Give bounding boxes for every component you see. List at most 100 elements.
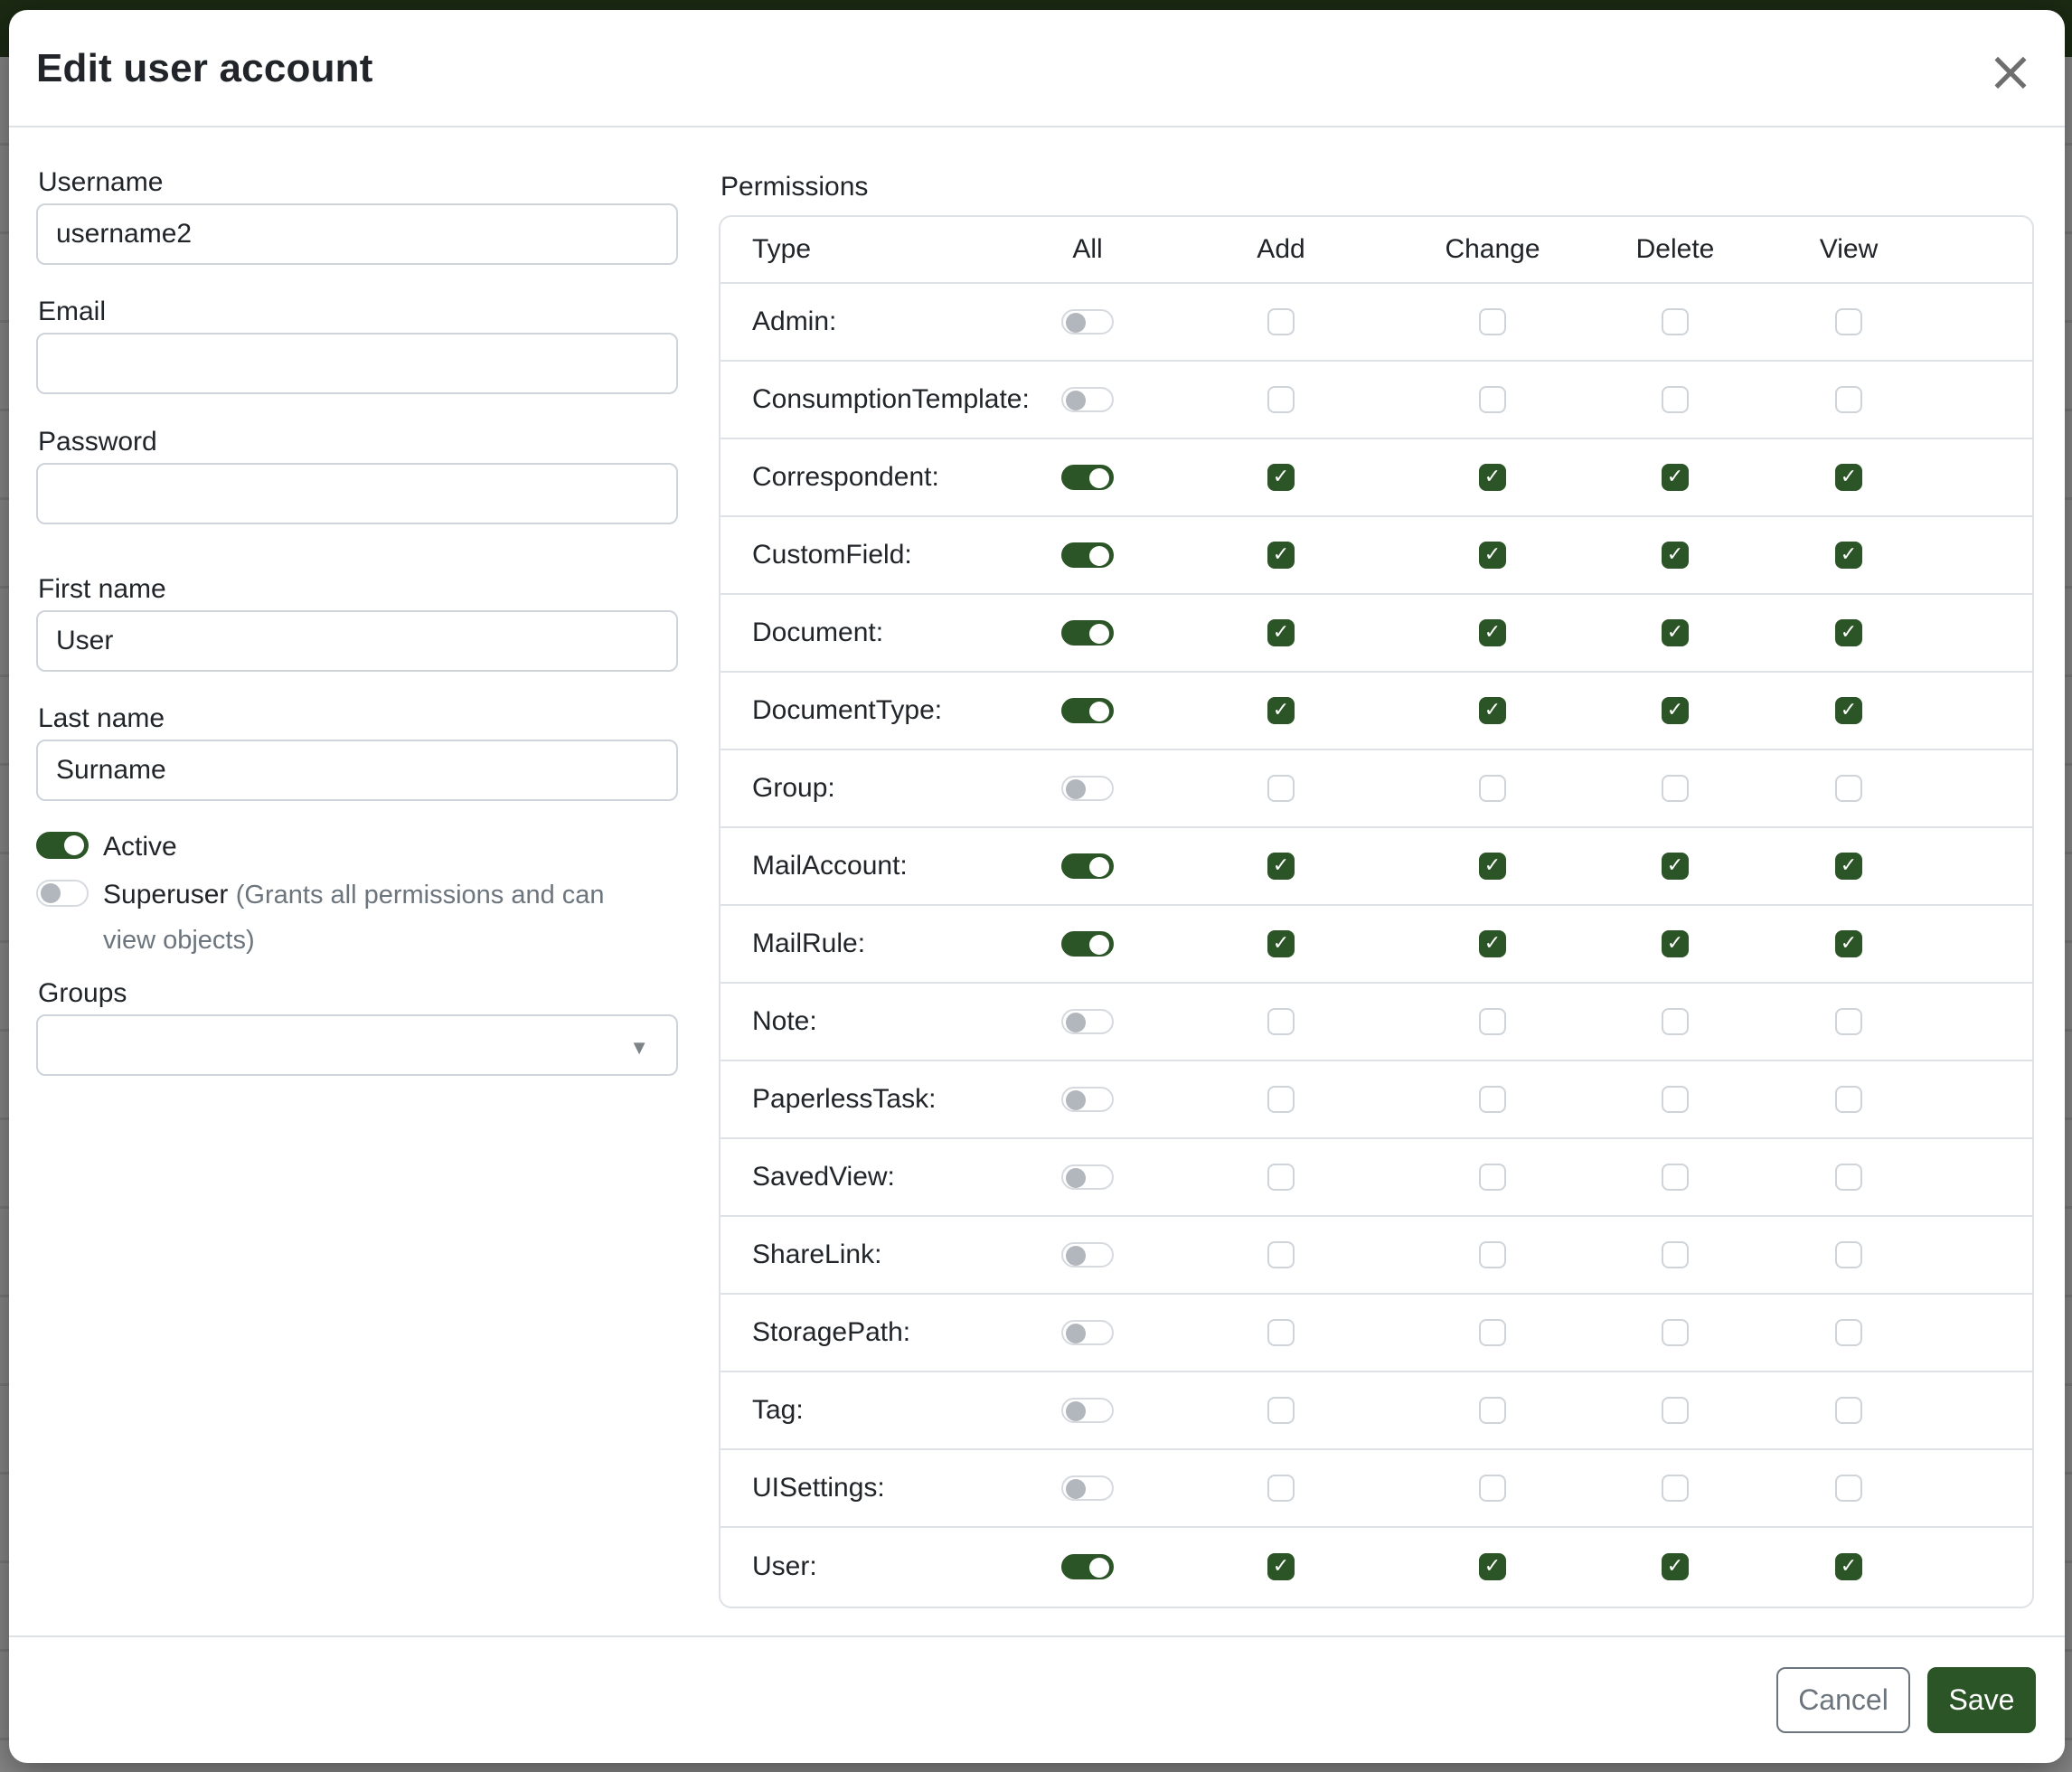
permission-all-toggle[interactable] <box>1061 309 1114 335</box>
permission-change-checkbox[interactable]: ✓ <box>1479 930 1506 957</box>
permission-all-toggle[interactable] <box>1061 931 1114 957</box>
first-name-input[interactable] <box>36 610 678 672</box>
permission-delete-checkbox[interactable] <box>1662 1397 1689 1424</box>
permission-delete-checkbox[interactable]: ✓ <box>1662 542 1689 569</box>
active-toggle[interactable] <box>36 832 89 859</box>
permission-delete-checkbox[interactable] <box>1662 1241 1689 1268</box>
permission-change-checkbox[interactable] <box>1479 386 1506 413</box>
permission-type-label: Admin: <box>752 306 837 336</box>
username-input[interactable] <box>36 203 678 265</box>
permission-add-checkbox[interactable]: ✓ <box>1267 697 1295 724</box>
permission-add-checkbox[interactable] <box>1267 1397 1295 1424</box>
permission-change-checkbox[interactable] <box>1479 1164 1506 1191</box>
permission-view-checkbox[interactable] <box>1835 1397 1862 1424</box>
permission-delete-checkbox[interactable] <box>1662 1008 1689 1035</box>
permission-change-checkbox[interactable]: ✓ <box>1479 697 1506 724</box>
permission-all-toggle[interactable] <box>1061 1164 1114 1190</box>
superuser-toggle[interactable] <box>36 880 89 907</box>
permission-all-toggle[interactable] <box>1061 1087 1114 1112</box>
permission-delete-checkbox[interactable] <box>1662 308 1689 335</box>
permission-delete-checkbox[interactable] <box>1662 386 1689 413</box>
permission-view-checkbox[interactable]: ✓ <box>1835 930 1862 957</box>
permission-change-checkbox[interactable]: ✓ <box>1479 619 1506 646</box>
permission-view-checkbox[interactable] <box>1835 1164 1862 1191</box>
permission-change-checkbox[interactable] <box>1479 1319 1506 1346</box>
permission-all-toggle[interactable] <box>1061 387 1114 412</box>
permission-delete-checkbox[interactable] <box>1662 1164 1689 1191</box>
permission-view-checkbox[interactable] <box>1835 1475 1862 1502</box>
permission-add-checkbox[interactable] <box>1267 1241 1295 1268</box>
permission-all-toggle[interactable] <box>1061 776 1114 801</box>
permission-add-checkbox[interactable] <box>1267 1319 1295 1346</box>
permission-all-toggle[interactable] <box>1061 542 1114 568</box>
permission-delete-checkbox[interactable] <box>1662 1475 1689 1502</box>
groups-select[interactable]: ▼ <box>36 1014 678 1076</box>
permission-change-checkbox[interactable] <box>1479 308 1506 335</box>
permission-change-checkbox[interactable] <box>1479 1086 1506 1113</box>
permission-view-checkbox[interactable] <box>1835 1008 1862 1035</box>
permission-add-checkbox[interactable]: ✓ <box>1267 464 1295 491</box>
permission-add-checkbox[interactable] <box>1267 1475 1295 1502</box>
permission-change-checkbox[interactable] <box>1479 1008 1506 1035</box>
permission-view-checkbox[interactable] <box>1835 1086 1862 1113</box>
permission-add-checkbox[interactable]: ✓ <box>1267 619 1295 646</box>
permission-delete-checkbox[interactable]: ✓ <box>1662 930 1689 957</box>
permission-change-checkbox[interactable] <box>1479 1241 1506 1268</box>
permission-view-checkbox[interactable] <box>1835 386 1862 413</box>
permission-add-checkbox[interactable] <box>1267 1164 1295 1191</box>
permission-change-checkbox[interactable]: ✓ <box>1479 542 1506 569</box>
permission-add-checkbox[interactable]: ✓ <box>1267 853 1295 880</box>
permission-all-toggle[interactable] <box>1061 465 1114 490</box>
permission-add-checkbox[interactable] <box>1267 386 1295 413</box>
permission-delete-checkbox[interactable] <box>1662 1086 1689 1113</box>
permission-view-checkbox[interactable]: ✓ <box>1835 542 1862 569</box>
permission-change-checkbox[interactable]: ✓ <box>1479 464 1506 491</box>
permission-add-checkbox[interactable] <box>1267 775 1295 802</box>
permission-delete-checkbox[interactable]: ✓ <box>1662 697 1689 724</box>
permission-all-toggle[interactable] <box>1061 1320 1114 1345</box>
permission-view-checkbox[interactable]: ✓ <box>1835 619 1862 646</box>
column-header-type: Type <box>752 234 812 264</box>
permission-delete-checkbox[interactable] <box>1662 775 1689 802</box>
permission-change-checkbox[interactable] <box>1479 775 1506 802</box>
permission-view-checkbox[interactable]: ✓ <box>1835 853 1862 880</box>
password-label: Password <box>38 427 157 457</box>
permission-add-checkbox[interactable] <box>1267 1086 1295 1113</box>
permission-delete-checkbox[interactable]: ✓ <box>1662 1553 1689 1580</box>
permission-add-checkbox[interactable] <box>1267 1008 1295 1035</box>
last-name-input[interactable] <box>36 740 678 801</box>
permission-all-toggle[interactable] <box>1061 853 1114 879</box>
save-button[interactable]: Save <box>1927 1667 2036 1733</box>
permission-change-checkbox[interactable] <box>1479 1397 1506 1424</box>
permission-view-checkbox[interactable]: ✓ <box>1835 464 1862 491</box>
cancel-button[interactable]: Cancel <box>1776 1667 1910 1733</box>
permission-view-checkbox[interactable]: ✓ <box>1835 1553 1862 1580</box>
permission-delete-checkbox[interactable]: ✓ <box>1662 853 1689 880</box>
close-button[interactable]: × <box>1982 42 2039 100</box>
permission-view-checkbox[interactable] <box>1835 308 1862 335</box>
permission-view-checkbox[interactable] <box>1835 775 1862 802</box>
permission-change-checkbox[interactable]: ✓ <box>1479 1553 1506 1580</box>
permission-view-checkbox[interactable]: ✓ <box>1835 697 1862 724</box>
permission-view-checkbox[interactable] <box>1835 1241 1862 1268</box>
permission-add-checkbox[interactable]: ✓ <box>1267 1553 1295 1580</box>
permission-delete-checkbox[interactable]: ✓ <box>1662 619 1689 646</box>
permission-change-checkbox[interactable] <box>1479 1475 1506 1502</box>
permission-all-toggle[interactable] <box>1061 620 1114 646</box>
permission-view-checkbox[interactable] <box>1835 1319 1862 1346</box>
permission-all-toggle[interactable] <box>1061 1475 1114 1501</box>
permission-delete-checkbox[interactable] <box>1662 1319 1689 1346</box>
password-input[interactable] <box>36 463 678 524</box>
permission-row: PaperlessTask: <box>720 1061 2032 1139</box>
email-input[interactable] <box>36 333 678 394</box>
permission-add-checkbox[interactable]: ✓ <box>1267 542 1295 569</box>
permission-all-toggle[interactable] <box>1061 1009 1114 1034</box>
permission-all-toggle[interactable] <box>1061 1242 1114 1268</box>
permission-add-checkbox[interactable] <box>1267 308 1295 335</box>
permission-change-checkbox[interactable]: ✓ <box>1479 853 1506 880</box>
permission-delete-checkbox[interactable]: ✓ <box>1662 464 1689 491</box>
permission-all-toggle[interactable] <box>1061 698 1114 723</box>
permission-all-toggle[interactable] <box>1061 1398 1114 1423</box>
permission-all-toggle[interactable] <box>1061 1554 1114 1579</box>
permission-add-checkbox[interactable]: ✓ <box>1267 930 1295 957</box>
